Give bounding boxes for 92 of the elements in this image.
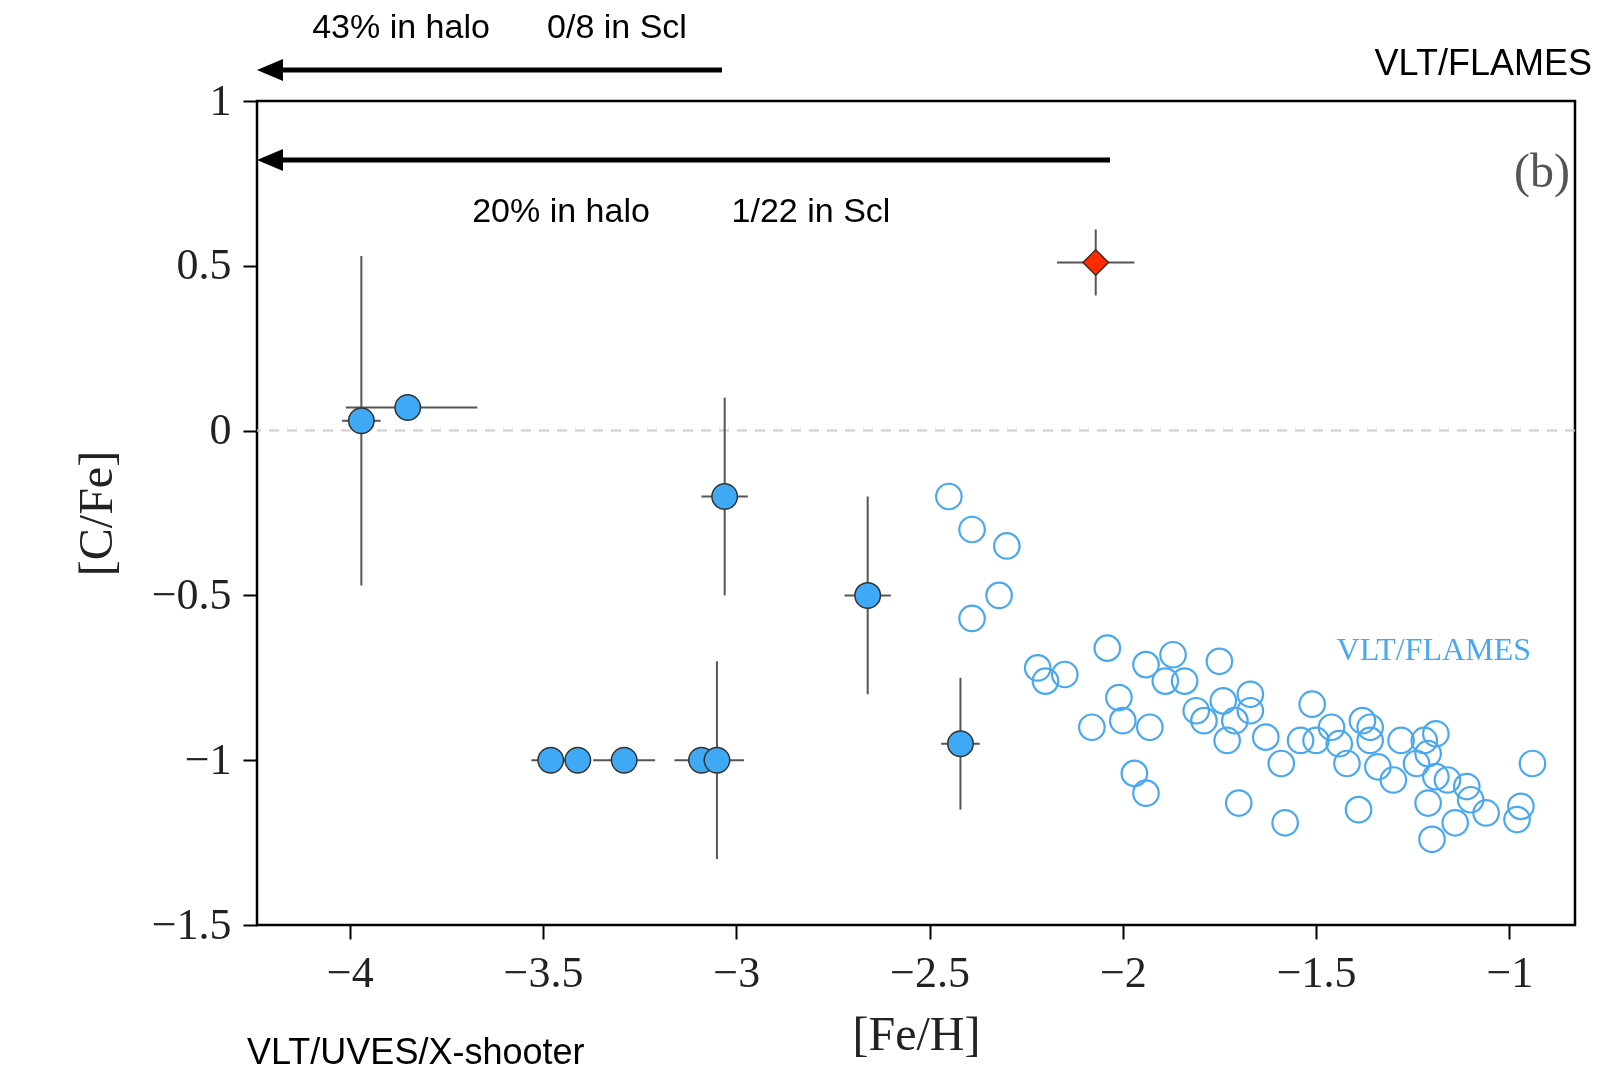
point [1317,713,1346,742]
point [610,746,638,774]
point [1379,766,1408,794]
point [1120,759,1149,788]
point [394,394,422,421]
point [1236,696,1265,725]
text: 43% in halo [312,7,490,45]
point [1221,706,1249,735]
y-tick-label: −1 [184,734,232,784]
point [1387,726,1415,755]
y-tick-label: −1.5 [151,899,232,949]
point [1271,809,1299,837]
annotation: 20% in halo [472,191,650,229]
point [1190,706,1218,735]
point [1452,772,1481,801]
point [1472,799,1500,827]
point [935,482,963,511]
point [1031,667,1060,695]
point [1302,726,1330,755]
point [347,407,375,435]
point [992,532,1021,560]
point [1356,713,1384,742]
point [564,746,592,774]
x-tick-label: −3.5 [503,947,584,997]
point [1135,713,1164,742]
point [1108,706,1137,735]
point [537,746,565,774]
point [1023,654,1052,682]
y-tick-label: 1 [209,75,232,125]
point [1236,680,1265,709]
point [958,515,986,544]
point [1050,660,1079,689]
y-axis-title: [C/Fe] [68,450,122,577]
point [1402,749,1431,778]
point [1209,687,1238,715]
point [703,746,731,774]
series-label: VLT/FLAMES [1336,631,1531,667]
point [1344,795,1373,824]
point [1422,720,1450,748]
point [1213,726,1241,755]
point [958,604,986,633]
point [1205,647,1234,676]
y-tick-label: −0.5 [151,569,232,619]
x-tick-label: −4 [326,947,374,997]
point [1348,706,1377,735]
point [1333,749,1361,778]
point [1414,739,1442,768]
point [1518,749,1547,778]
point [1325,729,1354,758]
point [1356,726,1384,755]
y-tick-label: 0.5 [176,240,232,290]
point [1159,640,1187,669]
point [1182,696,1211,725]
point [1132,779,1160,807]
point [711,483,739,510]
point [1507,792,1535,821]
x-tick-label: −2.5 [890,947,970,997]
point [1082,249,1110,276]
point [1456,785,1485,814]
point [1414,789,1442,817]
point [1298,690,1327,718]
x-tick-label: −3 [713,947,761,997]
point [1105,683,1133,712]
point [854,581,882,609]
annotation: 1/22 in Scl [731,191,891,229]
x-axis-title: [Fe/H] [852,1006,981,1060]
point [1433,766,1462,794]
x-tick-label: −1 [1486,947,1534,997]
point [1286,726,1315,755]
text: 0/8 in Scl [547,7,687,45]
point [1422,762,1450,791]
point [1078,713,1106,742]
point [1093,634,1122,662]
point [1503,805,1531,834]
annotation: (b) [1514,144,1570,198]
y-tick-label: 0 [209,405,232,455]
point [985,581,1013,610]
point [1251,723,1280,751]
point [1224,789,1253,817]
point [1364,752,1392,781]
x-tick-label: −2 [1099,947,1147,997]
point [1151,667,1180,695]
point [1267,749,1296,778]
text: VLT/UVES/X-shooter [247,1031,585,1072]
point [1410,726,1439,755]
point [1132,650,1160,679]
text: VLT/FLAMES [1374,42,1592,83]
point [1441,809,1470,837]
point [946,730,974,758]
x-tick-label: −1.5 [1276,947,1357,997]
point [1170,667,1199,695]
point [1418,825,1446,854]
